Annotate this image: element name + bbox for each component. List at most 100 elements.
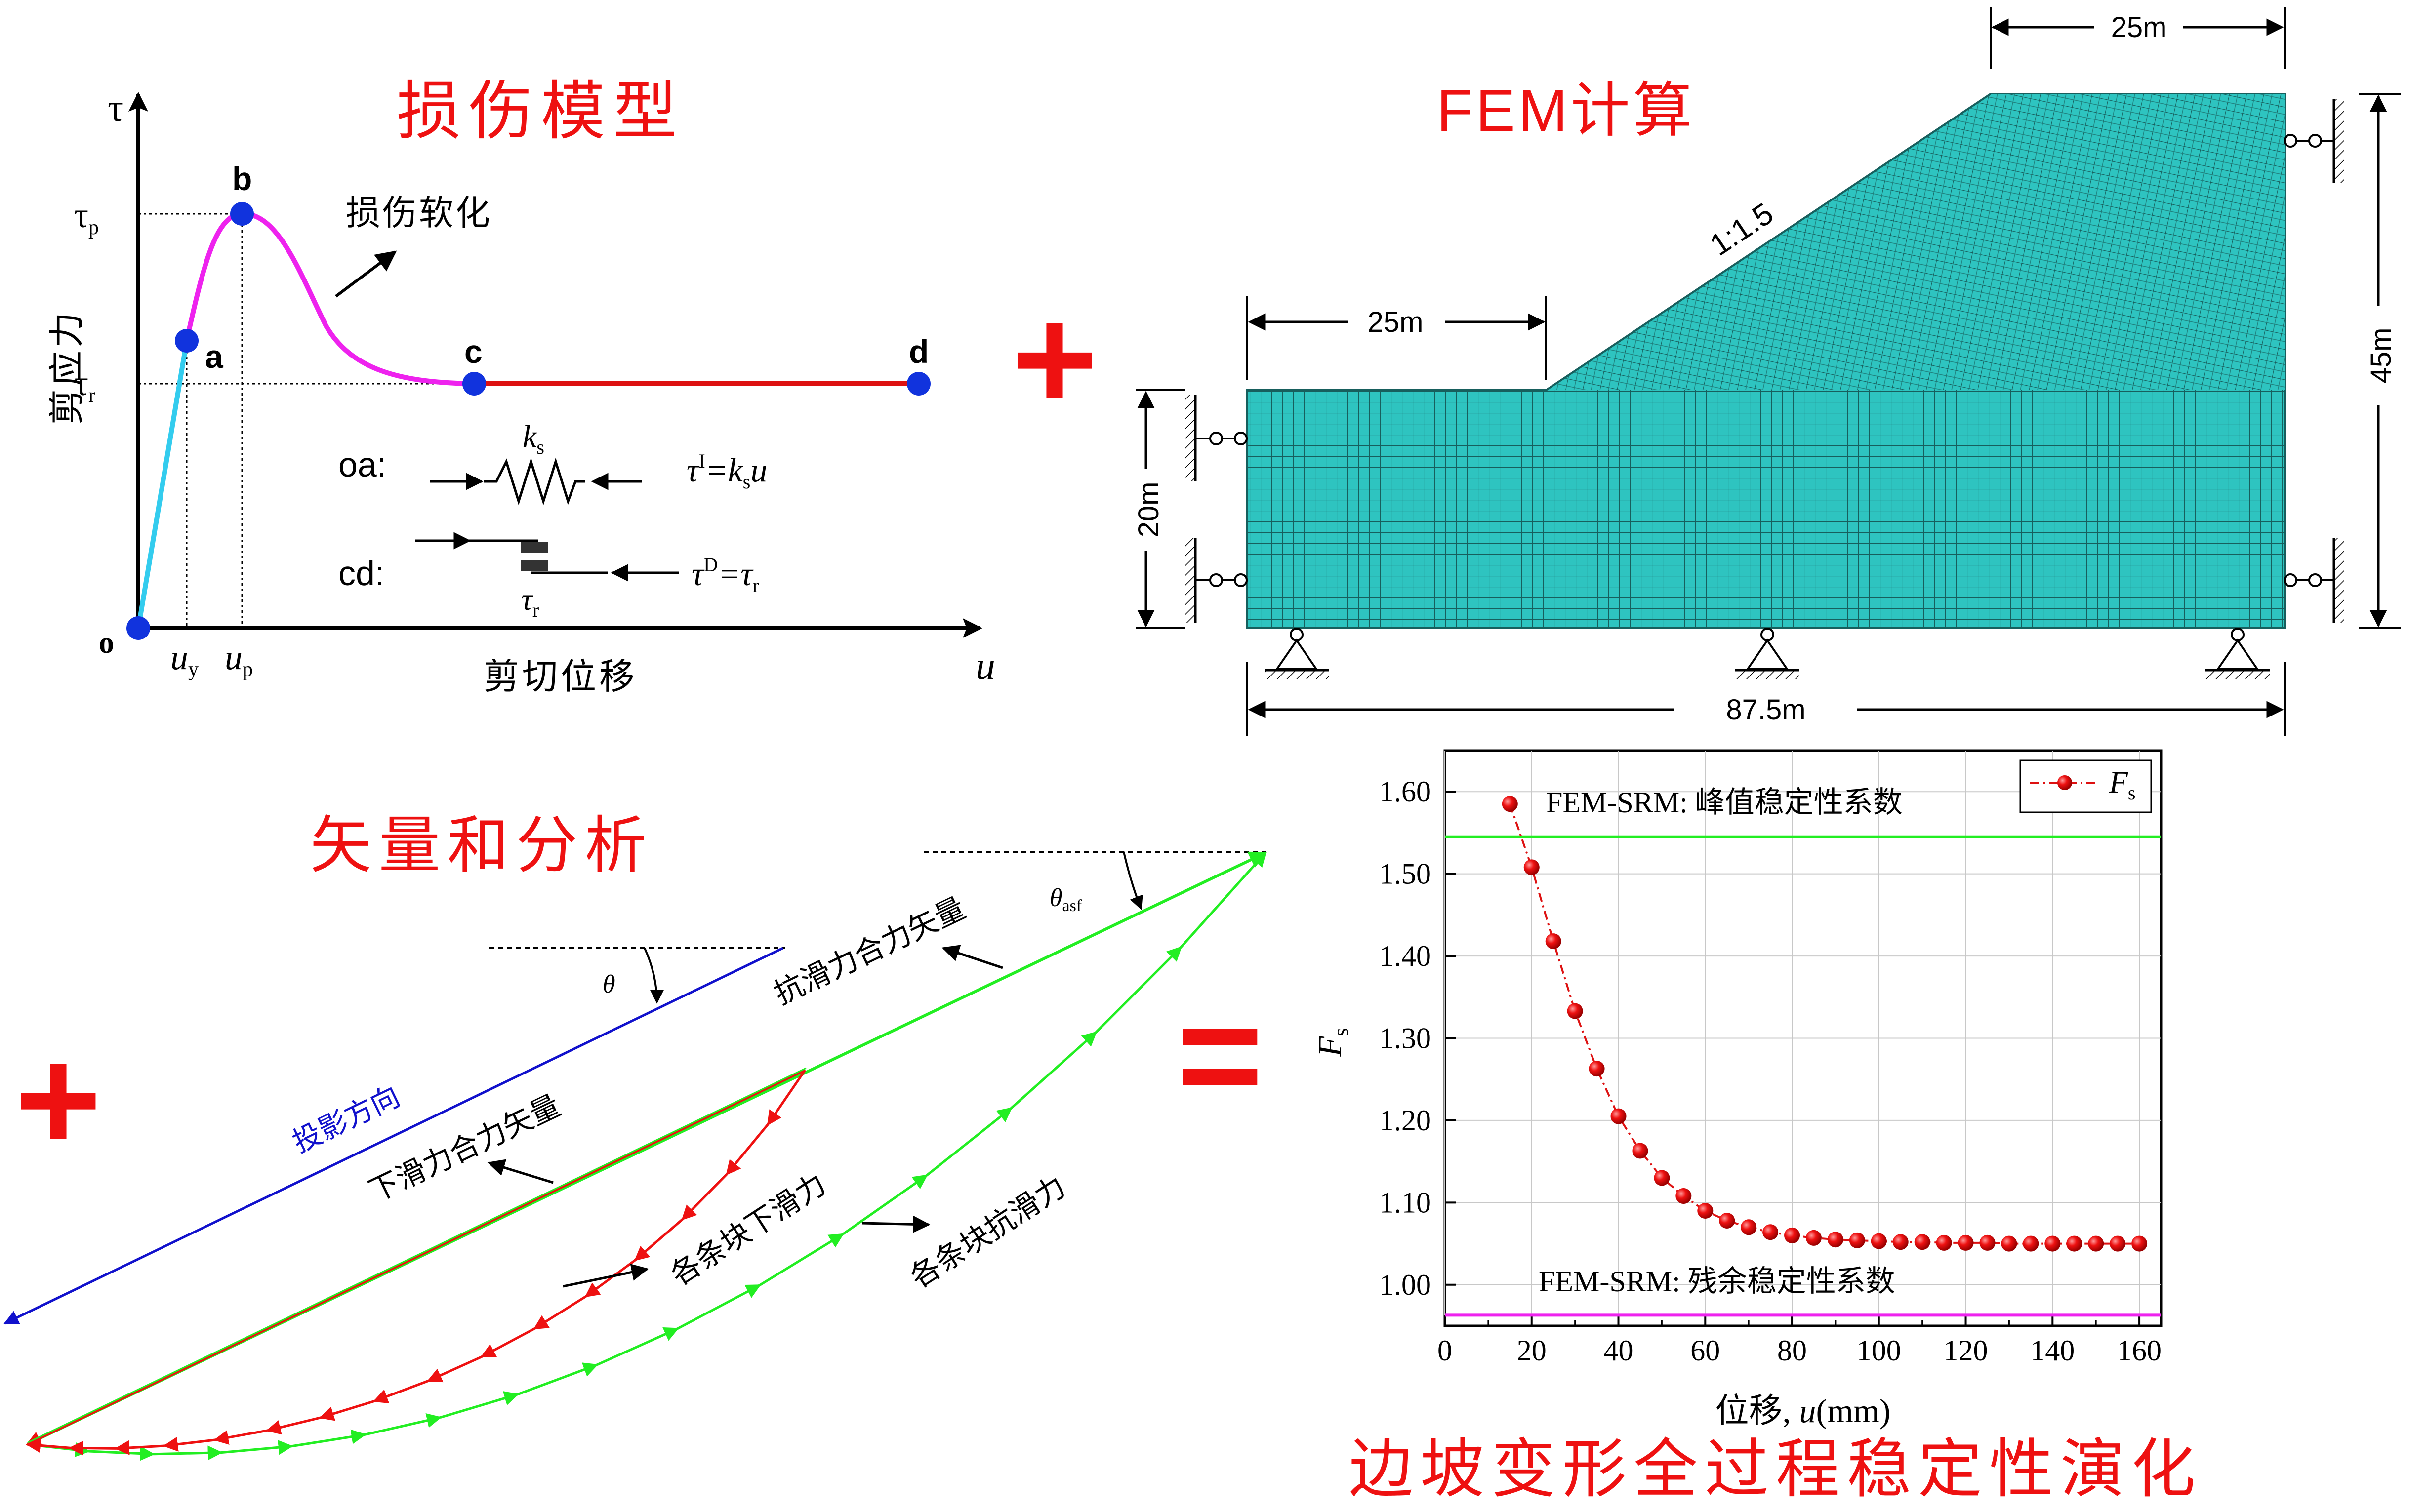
legend-marker [2057,775,2072,790]
block-resisting-vector [221,1440,293,1455]
tau-r-label: τr [74,363,95,407]
block-sliding-chain [26,1069,807,1456]
point-d-label: d [909,333,929,370]
block-resisting-vector [596,1327,679,1366]
formula-oa: τI=ksu [687,450,767,493]
block-resisting-vector [1095,946,1182,1034]
fs-data-point [1610,1108,1627,1124]
block-sliding-vector [163,1436,215,1452]
x-tick-label: 120 [1944,1334,1988,1367]
block-sliding-vector [427,1355,483,1383]
resisting-total-pointer [941,945,1003,969]
block-sliding-vector [726,1123,769,1176]
roller-support-left-upper [1185,395,1248,481]
damage-model-panel: 损伤模型 τ u 剪应力 剪切位移 o τp τr uy up a b c d … [47,75,995,697]
block-resisting-vector [1010,1031,1098,1110]
block-sliding-vector [634,1218,684,1261]
block-resisting-pointer [861,1215,931,1233]
point-o [126,616,150,640]
block-upper [521,542,548,553]
projection-direction-vector [3,947,784,1325]
vector-title: 矢量和分析 [310,811,653,880]
block-resisting-vector [677,1284,761,1330]
y-tick-label: 1.30 [1379,1022,1431,1055]
fs-data-point [1849,1232,1865,1248]
fs-data-point [1545,933,1561,950]
block-resisting-vector [926,1107,1013,1177]
fs-data-point [2023,1235,2039,1252]
legend-box [2019,759,2152,813]
point-b [230,202,254,226]
block-resisting-vector [759,1233,844,1286]
theta-asf-arc [1123,851,1143,910]
fs-data-point [1523,859,1540,875]
projection-label: 投影方向 [287,1080,405,1159]
block-resisting-vector [291,1429,367,1448]
x-tick-label: 100 [1857,1334,1901,1367]
point-c-label: c [464,333,483,370]
block-resisting-vector [440,1391,519,1419]
block-resisting-vector [842,1174,928,1235]
fs-data-point [1762,1224,1779,1240]
fem-title: FEM计算 [1436,78,1695,144]
y-tick-label: 1.60 [1379,775,1431,808]
y-tick-label: 1.10 [1379,1186,1431,1219]
block-sliding-vector [767,1069,807,1126]
block-sliding-label: 各条块下滑力 [665,1167,832,1292]
u-axis-label: u [976,644,995,688]
sliding-total-vector [26,1069,806,1446]
spring-symbol [484,457,585,506]
point-c [462,372,486,396]
tau-r-block-label: τr [521,582,539,621]
formula-cd: τD=τr [692,554,759,597]
y-tick-label: 1.20 [1379,1104,1431,1137]
y-tick-label: 1.40 [1379,940,1431,972]
block-sliding-vector [480,1327,535,1358]
point-a [175,329,199,353]
x-tick-label: 40 [1604,1334,1633,1367]
fs-data-point [1827,1232,1843,1248]
roller-support-right-upper [2284,99,2344,183]
block-resisting-vector [517,1362,599,1396]
damage-model-title: 损伤模型 [397,75,685,147]
block-resisting-chain [27,851,1267,1461]
x-tick-label: 140 [2030,1334,2075,1367]
softening-label: 损伤软化 [346,194,492,232]
block-sliding-vector [319,1400,375,1421]
stability-chart: 0 20 40 60 80 100 120 140 160 1.00 1.10 1.20 1.30 1.4… [1311,749,2163,1430]
x-tick-label: 160 [2117,1334,2162,1367]
residual-label: FEM-SRM: 残余稳定性系数 [1539,1265,1895,1298]
block-resisting-label: 各条块抗滑力 [904,1170,1071,1294]
fs-data-point [2110,1235,2126,1252]
pin-support-2 [1735,628,1799,679]
fs-data-point [2001,1235,2017,1252]
equals-sign: = [1177,972,1263,1138]
y-tick-label: 1.50 [1379,858,1431,890]
block-resisting-vector [365,1413,442,1436]
block-sliding-vector [533,1295,587,1330]
theta-label: θ [603,970,615,998]
stability-title: 边坡变形全过程稳定性演化 [1349,1433,2203,1505]
elastic-segment [136,340,189,629]
fs-data-point [1589,1061,1605,1077]
legend-label: Fs [2109,766,2135,804]
fem-mesh-upper [1546,94,2285,390]
block-sliding-vector [26,1438,71,1453]
plus-sign-top: + [1011,276,1098,441]
fem-panel: FEM计算 1:1.5 25m 25m 20m 45m [1133,7,2401,736]
dim-top-label: 25m [2111,11,2167,43]
softening-arrow [335,250,397,298]
x-tick-label: 80 [1777,1334,1807,1367]
plus-sign-left: + [15,1016,101,1182]
x-axis-label: 位移, u(mm) [1715,1392,1890,1430]
y-tick-label: 1.00 [1379,1269,1431,1301]
fs-data-point [1784,1227,1800,1243]
fs-data-point [1654,1170,1670,1186]
tau-axis-label: τ [108,86,123,130]
fs-data-point [1675,1188,1692,1204]
fs-data-point [2131,1235,2148,1252]
fs-data-point [1892,1234,1909,1250]
fs-data-point [2066,1235,2082,1252]
point-a-label: a [205,338,224,375]
